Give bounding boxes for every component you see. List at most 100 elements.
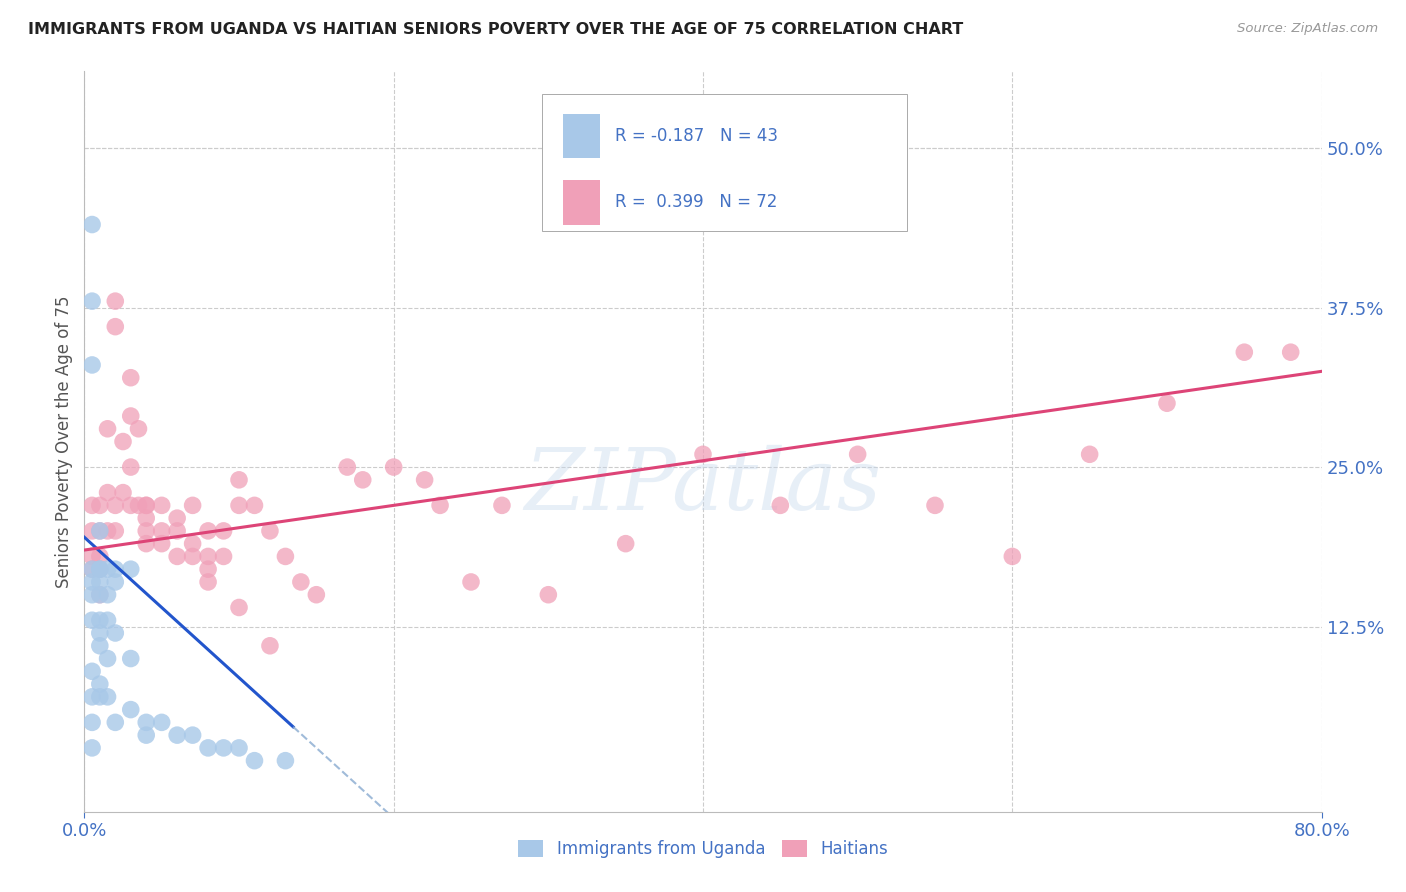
Point bbox=[197, 524, 219, 538]
Point bbox=[135, 536, 157, 550]
Point bbox=[135, 728, 157, 742]
Point bbox=[104, 294, 127, 309]
Point bbox=[82, 588, 104, 602]
Point bbox=[166, 511, 188, 525]
Point bbox=[228, 600, 250, 615]
Point bbox=[382, 460, 405, 475]
Point bbox=[89, 613, 111, 627]
Point bbox=[1279, 345, 1302, 359]
Point bbox=[491, 499, 513, 513]
Point bbox=[89, 524, 111, 538]
Point bbox=[1233, 345, 1256, 359]
Point bbox=[150, 536, 173, 550]
FancyBboxPatch shape bbox=[564, 113, 600, 158]
Point bbox=[150, 715, 173, 730]
Point bbox=[104, 524, 127, 538]
Point bbox=[82, 613, 104, 627]
Point bbox=[89, 626, 111, 640]
Point bbox=[82, 715, 104, 730]
Point bbox=[924, 499, 946, 513]
Point bbox=[135, 499, 157, 513]
Point bbox=[89, 677, 111, 691]
Point bbox=[243, 754, 266, 768]
Point bbox=[197, 549, 219, 564]
Point bbox=[212, 740, 235, 755]
Point bbox=[150, 499, 173, 513]
Point bbox=[82, 294, 104, 309]
Point bbox=[82, 690, 104, 704]
Point bbox=[89, 562, 111, 576]
Point bbox=[429, 499, 451, 513]
Point bbox=[120, 651, 142, 665]
Point bbox=[336, 460, 359, 475]
Point bbox=[212, 524, 235, 538]
Point bbox=[120, 409, 142, 423]
Text: IMMIGRANTS FROM UGANDA VS HAITIAN SENIORS POVERTY OVER THE AGE OF 75 CORRELATION: IMMIGRANTS FROM UGANDA VS HAITIAN SENIOR… bbox=[28, 22, 963, 37]
Point bbox=[96, 690, 118, 704]
Point bbox=[181, 549, 204, 564]
Point bbox=[135, 511, 157, 525]
Point bbox=[89, 639, 111, 653]
Point bbox=[150, 524, 173, 538]
Point bbox=[96, 588, 118, 602]
Point bbox=[104, 319, 127, 334]
Point bbox=[112, 434, 135, 449]
Point bbox=[82, 562, 104, 576]
Point bbox=[274, 754, 297, 768]
Point bbox=[243, 499, 266, 513]
Point bbox=[104, 626, 127, 640]
Point bbox=[181, 536, 204, 550]
Point bbox=[259, 524, 281, 538]
Point bbox=[89, 690, 111, 704]
Point bbox=[228, 473, 250, 487]
Point bbox=[89, 562, 111, 576]
Point bbox=[460, 574, 482, 589]
Point bbox=[692, 447, 714, 461]
Point bbox=[82, 549, 104, 564]
Point bbox=[197, 740, 219, 755]
Point bbox=[120, 460, 142, 475]
Point bbox=[135, 524, 157, 538]
Point bbox=[104, 715, 127, 730]
Point bbox=[82, 524, 104, 538]
Point bbox=[1001, 549, 1024, 564]
Point bbox=[89, 562, 111, 576]
Point bbox=[127, 499, 149, 513]
Point bbox=[537, 588, 560, 602]
Point bbox=[135, 499, 157, 513]
Point bbox=[228, 740, 250, 755]
Point bbox=[96, 651, 118, 665]
Point bbox=[120, 499, 142, 513]
Point bbox=[181, 499, 204, 513]
Point bbox=[82, 218, 104, 232]
Point bbox=[89, 499, 111, 513]
Text: R = -0.187   N = 43: R = -0.187 N = 43 bbox=[616, 127, 778, 145]
Point bbox=[166, 524, 188, 538]
Point bbox=[82, 574, 104, 589]
Point bbox=[846, 447, 869, 461]
FancyBboxPatch shape bbox=[564, 180, 600, 225]
Point bbox=[96, 613, 118, 627]
Point bbox=[96, 485, 118, 500]
Point bbox=[96, 562, 118, 576]
Point bbox=[197, 562, 219, 576]
Point bbox=[1156, 396, 1178, 410]
Point bbox=[96, 422, 118, 436]
Point bbox=[82, 358, 104, 372]
Y-axis label: Seniors Poverty Over the Age of 75: Seniors Poverty Over the Age of 75 bbox=[55, 295, 73, 588]
Point bbox=[135, 715, 157, 730]
Point bbox=[290, 574, 312, 589]
Point bbox=[413, 473, 436, 487]
Point bbox=[104, 562, 127, 576]
Point bbox=[197, 574, 219, 589]
Point bbox=[352, 473, 374, 487]
Point bbox=[305, 588, 328, 602]
Point bbox=[89, 588, 111, 602]
Point bbox=[166, 549, 188, 564]
Point bbox=[228, 499, 250, 513]
Point bbox=[274, 549, 297, 564]
Point bbox=[181, 728, 204, 742]
Point bbox=[166, 728, 188, 742]
Point bbox=[89, 574, 111, 589]
Legend: Immigrants from Uganda, Haitians: Immigrants from Uganda, Haitians bbox=[510, 831, 896, 866]
